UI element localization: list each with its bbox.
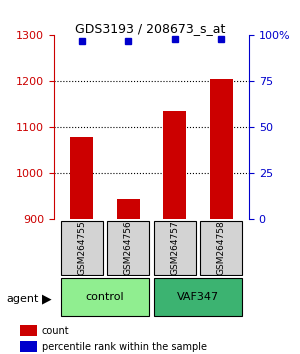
- Text: GSM264756: GSM264756: [124, 221, 133, 275]
- Text: agent: agent: [6, 294, 38, 304]
- Bar: [117, 199, 140, 219]
- Bar: [70, 137, 94, 219]
- Text: control: control: [86, 292, 124, 302]
- Text: ▶: ▶: [42, 293, 52, 306]
- Text: GSM264758: GSM264758: [217, 221, 226, 275]
- FancyBboxPatch shape: [200, 221, 242, 275]
- FancyBboxPatch shape: [107, 221, 149, 275]
- Text: VAF347: VAF347: [177, 292, 219, 302]
- FancyBboxPatch shape: [61, 221, 103, 275]
- FancyBboxPatch shape: [154, 221, 196, 275]
- FancyBboxPatch shape: [61, 278, 149, 316]
- Bar: [163, 111, 186, 219]
- Text: GSM264757: GSM264757: [170, 221, 179, 275]
- Text: percentile rank within the sample: percentile rank within the sample: [42, 342, 207, 352]
- Text: GSM264755: GSM264755: [77, 221, 86, 275]
- Bar: [20, 325, 37, 336]
- Bar: [20, 341, 37, 353]
- Bar: [209, 79, 233, 219]
- Text: count: count: [42, 326, 70, 336]
- Text: GDS3193 / 208673_s_at: GDS3193 / 208673_s_at: [75, 22, 225, 35]
- FancyBboxPatch shape: [154, 278, 242, 316]
